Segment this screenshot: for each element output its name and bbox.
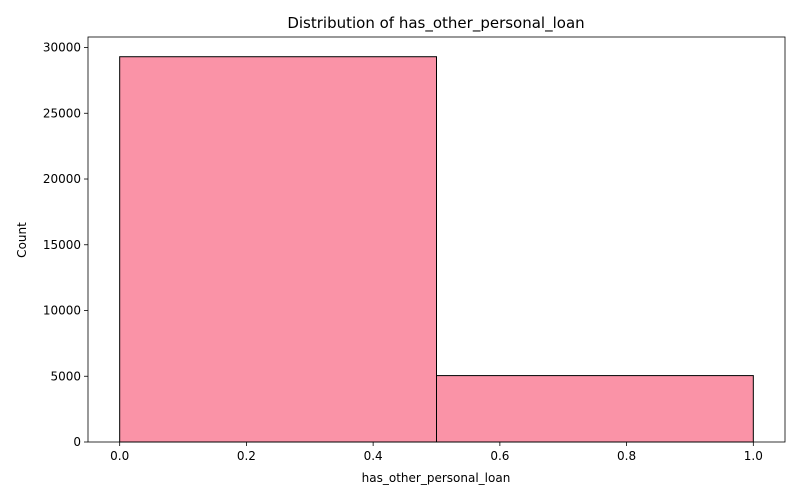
y-tick-label: 30000: [43, 41, 81, 55]
y-tick-label: 15000: [43, 238, 81, 252]
x-axis-label: has_other_personal_loan: [362, 471, 511, 485]
y-tick-label: 5000: [50, 369, 81, 383]
chart-title: Distribution of has_other_personal_loan: [287, 14, 584, 33]
y-tick-label: 0: [73, 435, 81, 449]
y-tick-label: 25000: [43, 106, 81, 120]
x-tick-label: 0.8: [617, 449, 636, 463]
y-axis-label: Count: [15, 222, 29, 258]
plot-frame: [87, 36, 786, 443]
x-tick-label: 0.6: [490, 449, 509, 463]
x-tick-label: 0.0: [110, 449, 129, 463]
y-axis-ticks: 0 5000 10000 15000 20000 25000 30000: [43, 41, 88, 449]
x-tick-label: 0.2: [237, 449, 256, 463]
bar-0: [119, 56, 437, 443]
x-tick-label: 0.4: [364, 449, 383, 463]
x-tick-label: 1.0: [744, 449, 763, 463]
y-tick-label: 10000: [43, 304, 81, 318]
bar-1: [436, 375, 754, 443]
x-axis-ticks: 0.0 0.2 0.4 0.6 0.8 1.0: [110, 442, 763, 463]
y-tick-label: 20000: [43, 172, 81, 186]
bars-group: [119, 56, 754, 443]
